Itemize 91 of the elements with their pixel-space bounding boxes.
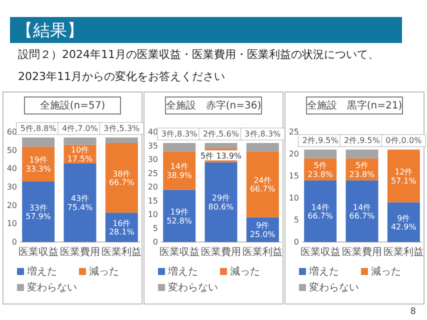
data-label: 3件,8.3% <box>161 130 198 138</box>
legend-label: 減った <box>230 266 260 278</box>
data-label: 14件 66.7% <box>349 202 376 220</box>
bar <box>387 150 420 202</box>
data-label: 5件 23.8% <box>308 160 334 178</box>
bar <box>105 138 138 143</box>
data-label: 2件,9.5% <box>302 136 339 146</box>
bar <box>304 180 337 242</box>
data-label: 5件 13.9% <box>200 150 242 160</box>
data-label: 2件,9.5% <box>344 136 380 146</box>
data-label: 24件 66.7% <box>250 175 276 194</box>
bar <box>105 143 138 213</box>
x-tick-label: 医業費用 <box>342 246 382 258</box>
data-label: 5件 23.8% <box>349 160 376 178</box>
data-label: 19件 52.8% <box>166 206 192 225</box>
x-tick-label: 医業利益 <box>384 246 424 258</box>
data-label: 5件,8.8% <box>20 124 57 133</box>
text: 【結果】 <box>16 21 84 41</box>
text: 8 <box>410 307 416 317</box>
legend-label: 増えた <box>26 266 57 278</box>
bar <box>163 190 196 242</box>
data-label: 29件 80.6% <box>208 193 234 212</box>
y-tick-label: 5 <box>294 216 299 224</box>
x-tick-label: 医業収益 <box>18 246 58 258</box>
bar <box>204 143 238 148</box>
chart-title: 全施設(n=57) <box>40 100 106 112</box>
data-label: 9件 25.0% <box>250 220 276 239</box>
data-label: 38件 66.7% <box>108 168 135 187</box>
text: 設問２）2024年11月の医業収益・医業費用・医業利益の状況について、 2023年11月からの変化をお答えください <box>18 48 379 83</box>
y-tick-label: 40 <box>148 128 158 136</box>
y-tick-label: 0 <box>294 238 299 246</box>
data-label: 12件 57.1% <box>390 167 417 185</box>
y-tick-label: 20 <box>288 150 299 158</box>
y-tick-label: 25 <box>288 128 299 136</box>
y-tick-label: 30 <box>6 182 17 192</box>
data-label: 9件 42.9% <box>390 213 417 232</box>
x-tick-label: 医業費用 <box>60 246 100 258</box>
legend-label: 減った <box>371 266 401 278</box>
bar <box>304 150 337 158</box>
data-label: 16件 28.1% <box>108 218 135 236</box>
y-tick-label: 10 <box>6 219 17 228</box>
x-tick-label: 医業費用 <box>201 246 241 258</box>
y-tick-label: 15 <box>288 172 299 180</box>
bar <box>22 138 55 147</box>
data-label: 4件,7.0% <box>62 124 98 133</box>
bar <box>387 202 420 242</box>
x-tick-label: 医業収益 <box>300 246 340 258</box>
y-tick-label: 0 <box>12 238 17 246</box>
chart-title: 全施設 黒字(n=21) <box>306 100 402 112</box>
data-label: 33件 57.9% <box>26 202 52 221</box>
y-tick-label: 10 <box>288 194 299 202</box>
legend-label: 減った <box>89 266 119 278</box>
x-tick-label: 医業利益 <box>102 246 142 258</box>
bar <box>346 150 378 158</box>
y-tick-label: 35 <box>148 141 158 150</box>
legend-label: 変わらない <box>168 282 218 294</box>
data-label: 0件,0.0% <box>386 136 422 146</box>
legend-label: 変わらない <box>309 282 359 294</box>
bar <box>64 163 96 242</box>
bar <box>64 138 96 145</box>
y-tick-label: 30 <box>148 155 158 164</box>
y-tick-label: 20 <box>148 182 158 192</box>
data-label: 3件,8.3% <box>244 130 282 138</box>
data-label: 10件 17.5% <box>67 145 94 163</box>
y-tick-label: 5 <box>152 224 158 233</box>
bar <box>246 151 279 218</box>
data-label: 19件 33.3% <box>26 155 52 173</box>
legend-label: 増えた <box>308 266 339 278</box>
x-tick-label: 医業収益 <box>159 246 200 258</box>
legend-label: 増えた <box>167 266 198 278</box>
y-tick-label: 15 <box>148 196 158 206</box>
y-tick-label: 20 <box>6 200 17 210</box>
y-tick-label: 60 <box>6 128 17 136</box>
data-label: 43件 75.4% <box>67 194 94 212</box>
bar <box>204 162 238 242</box>
x-tick-label: 医業利益 <box>242 246 283 258</box>
bar <box>163 143 196 152</box>
data-label: 2件,5.6% <box>203 130 240 138</box>
y-tick-label: 0 <box>152 238 158 246</box>
y-tick-label: 10 <box>148 210 158 219</box>
y-tick-label: 25 <box>148 168 158 178</box>
chart-title: 全施設 赤字(n=36) <box>166 100 262 112</box>
bar <box>346 180 378 242</box>
bar <box>22 182 55 242</box>
y-tick-label: 50 <box>6 146 17 155</box>
bar <box>246 143 279 152</box>
data-label: 14件 66.7% <box>308 202 334 220</box>
data-label: 14件 38.9% <box>166 162 192 180</box>
y-tick-label: 40 <box>6 164 17 174</box>
data-label: 3件,5.3% <box>104 124 140 133</box>
legend-label: 変わらない <box>27 282 77 294</box>
